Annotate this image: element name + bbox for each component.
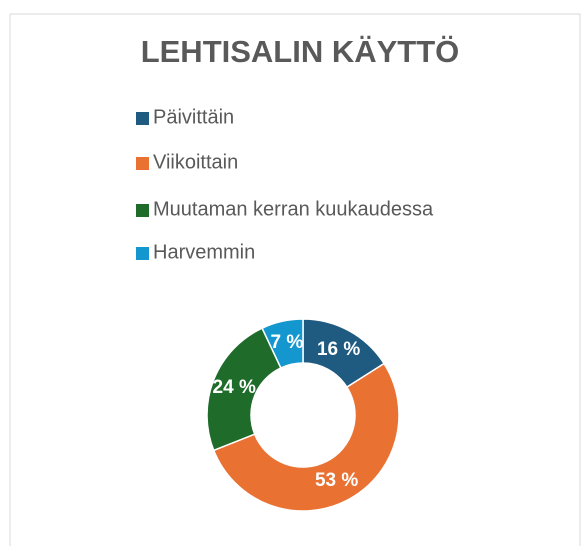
legend-label: Muutaman kerran kuukaudessa (153, 198, 434, 220)
legend-label: Päivittäin (153, 106, 234, 128)
legend-label: Viikoittain (153, 151, 238, 173)
legend-swatch (136, 112, 149, 125)
donut-segment (261, 318, 304, 369)
data-label: 16 % (317, 339, 360, 360)
chart-frame (9, 13, 581, 546)
donut-segment (212, 362, 400, 512)
data-label: 24 % (213, 377, 256, 398)
legend-swatch (136, 157, 149, 170)
data-label: 53 % (315, 470, 358, 491)
legend-swatch (136, 204, 149, 217)
data-label: 7 % (270, 332, 303, 353)
legend-label: Harvemmin (153, 241, 255, 263)
legend-swatch (136, 247, 149, 260)
chart-title: LEHTISALIN KÄYTTÖ (141, 34, 460, 69)
